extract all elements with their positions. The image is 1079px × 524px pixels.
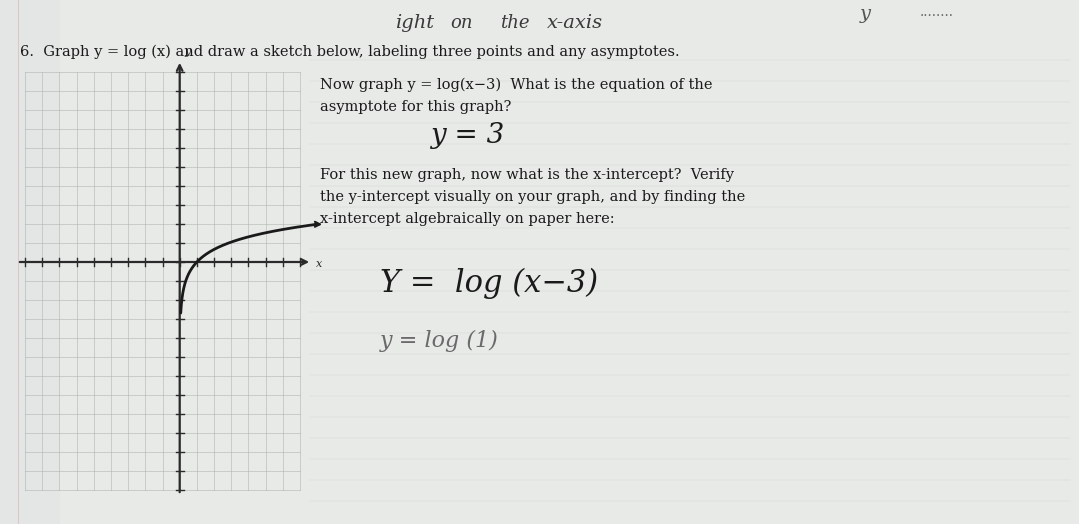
- Text: the: the: [500, 14, 530, 32]
- Text: Now graph y = log(x−3)  What is the equation of the: Now graph y = log(x−3) What is the equat…: [320, 78, 712, 92]
- Text: 6.  Graph y = log (x) and draw a sketch below, labeling three points and any asy: 6. Graph y = log (x) and draw a sketch b…: [21, 45, 680, 59]
- Text: y = log (1): y = log (1): [380, 330, 498, 352]
- Text: x-axis: x-axis: [547, 14, 603, 32]
- Text: x-intercept algebraically on paper here:: x-intercept algebraically on paper here:: [320, 212, 615, 226]
- Text: y = 3: y = 3: [431, 122, 504, 149]
- Text: on: on: [450, 14, 473, 32]
- Text: ight: ight: [395, 14, 434, 32]
- Text: x: x: [316, 259, 323, 269]
- Text: the y-intercept visually on your graph, and by finding the: the y-intercept visually on your graph, …: [320, 190, 746, 204]
- Bar: [0, 0, 60, 524]
- Text: For this new graph, now what is the x-intercept?  Verify: For this new graph, now what is the x-in…: [320, 168, 734, 182]
- Text: y: y: [185, 47, 191, 57]
- Text: ........: ........: [920, 5, 954, 19]
- Text: Y =  log (x−3): Y = log (x−3): [380, 268, 598, 299]
- Text: asymptote for this graph?: asymptote for this graph?: [320, 100, 511, 114]
- Text: y: y: [860, 5, 871, 23]
